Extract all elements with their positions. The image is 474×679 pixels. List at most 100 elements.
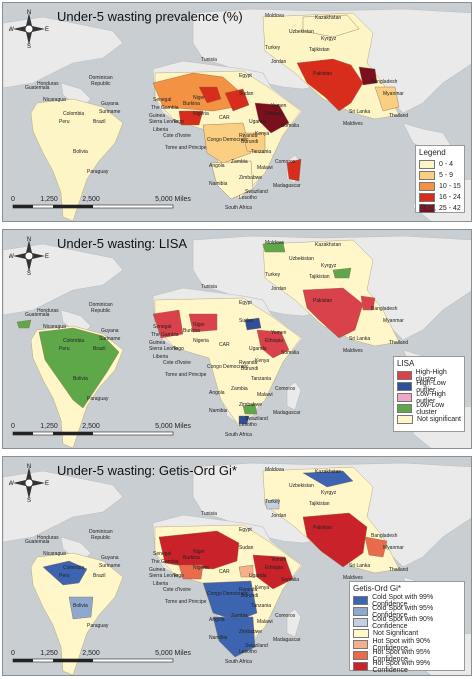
scale-tick-t3: 5,000 Miles <box>155 196 191 203</box>
country-label-zambia: Zambia <box>231 159 248 165</box>
map-panel-getis-ord: Kazakhstan Moldova Uzbekistan Kyrgyz Tajikis… <box>2 456 472 676</box>
country-label-guyana: Guyana <box>101 101 119 107</box>
country-label-togo: Togo <box>173 119 184 125</box>
country-label-uzbekistan: Uzbekistan <box>289 256 314 262</box>
landmass <box>286 608 302 638</box>
country-label-jordan: Jordan <box>271 59 287 65</box>
country-label-somalia: Somalia <box>281 577 299 583</box>
country-label-maldives: Maldives <box>343 575 363 581</box>
country-label-guinea: Guinea <box>149 567 165 573</box>
value-regions <box>42 470 388 658</box>
country-label-burundi: Burundi <box>241 139 258 145</box>
scale-seg <box>13 205 33 208</box>
country-label-senegal: Senegal <box>153 324 171 330</box>
legend-label: High-High cluster <box>415 368 447 383</box>
country-label-nigeria: Nigeria <box>193 565 209 571</box>
country-label-nicaragua: Nicaragua <box>43 551 66 557</box>
scale-tick-t1: 1,250 <box>40 423 58 430</box>
country-label-bolivia: Bolivia <box>73 149 88 155</box>
legend-swatch <box>419 160 435 169</box>
legend: LISA High-High cluster High-Low outlier Lo… <box>393 356 465 432</box>
country-label-yemen: Yemen <box>271 557 287 563</box>
scale-seg <box>53 205 93 208</box>
country-label-moldova: Moldova <box>265 13 284 19</box>
value-regions <box>16 241 376 425</box>
country-label-somalia: Somalia <box>281 123 299 129</box>
legend-item: High-High cluster <box>394 368 464 383</box>
country-label-namibia: Namibia <box>209 181 228 187</box>
scale-seg <box>53 432 93 435</box>
country-label-gambia: The Gambia <box>151 105 179 111</box>
country-label-uganda: Uganda <box>249 119 267 125</box>
region-polygon <box>244 317 262 331</box>
country-label-guinea: Guinea <box>149 340 165 346</box>
country-label-burkina: Burkina <box>183 328 200 334</box>
country-label-swaziland: Swaziland <box>245 189 268 195</box>
country-label-kazakhstan: Kazakhstan <box>315 242 341 248</box>
country-label-jordan: Jordan <box>271 286 287 292</box>
scale-bar: 0 1,250 2,500 5,000 Miles <box>11 423 191 436</box>
country-label-kyrgyz: Kyrgyz <box>321 263 337 269</box>
country-label-gambia: The Gambia <box>151 332 179 338</box>
country-label-madagascar: Madagascar <box>273 183 301 189</box>
legend-item: Low-Low cluster <box>394 402 464 416</box>
legend-swatch <box>397 382 413 391</box>
region-polygon <box>224 88 250 112</box>
country-label-honduras: Honduras <box>37 308 59 314</box>
country-label-maldives: Maldives <box>343 121 363 127</box>
region-polygon <box>198 86 222 104</box>
country-label-south_africa: South Africa <box>225 205 252 211</box>
country-label-guinea: Guinea <box>149 113 165 119</box>
country-label-paraguay: Paraguay <box>87 396 109 402</box>
scale-tick-t2: 2,500 <box>82 423 100 430</box>
country-label-tunisia: Tunisia <box>201 284 217 290</box>
country-label-senegal: Senegal <box>153 551 171 557</box>
legend-label: Not significant <box>417 416 461 423</box>
region-polygon <box>42 560 88 586</box>
legend-label: 16 - 24 <box>439 194 461 201</box>
country-label-car: CAR <box>219 569 230 575</box>
region-polygon <box>302 287 364 339</box>
legend-label: Hot Spot with 95% Confidence <box>372 648 431 663</box>
country-label-sierra_leone: Sierra Leone <box>149 119 178 125</box>
compass-n: N <box>27 464 31 470</box>
map-panel-lisa: Kazakhstan Moldova Uzbekistan Kyrgyz Tajikis… <box>2 229 472 449</box>
country-label-nicaragua: Nicaragua <box>43 97 66 103</box>
country-label-bolivia: Bolivia <box>73 603 88 609</box>
legend-rows: 0 - 4 5 - 9 10 - 15 16 - 24 25 - 42 <box>416 159 464 214</box>
country-label-lesotho: Lesotho <box>239 422 257 428</box>
compass-e: E <box>45 27 49 33</box>
legend-item: Cold Spot with 95% Confidence <box>350 605 464 619</box>
legend-swatch <box>397 393 413 402</box>
country-label-senegal: Senegal <box>153 97 171 103</box>
country-label-sao_tome: Tome and Principe <box>165 145 207 151</box>
country-label-cote: Cote d'Ivoire <box>163 360 191 366</box>
scale-seg <box>13 432 33 435</box>
country-label-dominican: Dominican <box>89 529 113 535</box>
country-label-comoros: Comoros <box>275 386 296 392</box>
legend-label: Cold Spot with 90% Confidence <box>372 615 434 630</box>
country-label-nigeria: Nigeria <box>193 111 209 117</box>
legend-item: Not Significant <box>350 628 464 639</box>
country-label-niger: Niger <box>193 549 205 555</box>
scale-tick-t3: 5,000 Miles <box>155 650 191 657</box>
compass-e: E <box>45 254 49 260</box>
country-label-angola: Angola <box>209 390 225 396</box>
country-label-kenya: Kenya <box>255 585 269 591</box>
legend-label: High-Low outlier <box>416 379 446 394</box>
country-label-liberia: Liberia <box>153 581 168 587</box>
region-polygon <box>262 241 286 253</box>
country-label-colombia: Colombia <box>63 111 84 117</box>
compass-w: W <box>9 481 14 487</box>
south-america <box>30 98 124 221</box>
region-polygon <box>302 14 360 38</box>
legend-item: Hot Spot with 99% Confidence <box>350 660 464 674</box>
country-label-bolivia: Bolivia <box>73 376 88 382</box>
country-label-kyrgyz: Kyrgyz <box>321 490 337 496</box>
legend-swatch <box>397 371 412 380</box>
region-polygon <box>374 86 400 112</box>
legend-label: Not Significant <box>373 630 419 637</box>
legend-swatch <box>353 596 369 605</box>
country-label-zimbabwe: Zimbabwe <box>239 402 262 408</box>
country-label-turkey: Turkey <box>265 499 281 505</box>
